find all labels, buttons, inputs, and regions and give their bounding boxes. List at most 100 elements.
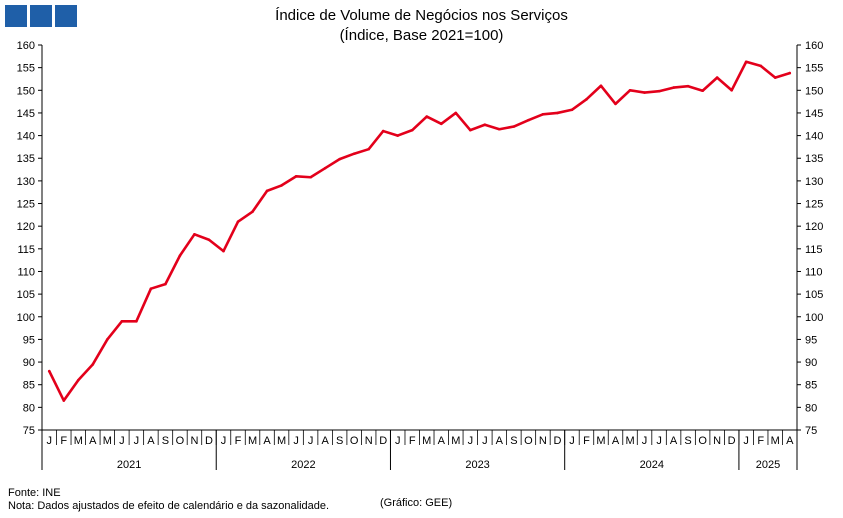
x-year-label: 2023 bbox=[465, 459, 489, 471]
data-point bbox=[527, 118, 530, 122]
x-month-label: S bbox=[684, 435, 691, 447]
x-month-label: F bbox=[60, 435, 67, 447]
data-point bbox=[498, 127, 501, 131]
x-month-label: J bbox=[569, 435, 575, 447]
x-month-label: A bbox=[438, 435, 446, 447]
data-point bbox=[614, 102, 617, 106]
data-point bbox=[381, 129, 385, 133]
data-point bbox=[410, 128, 414, 132]
x-month-label: M bbox=[277, 435, 286, 447]
data-point bbox=[599, 84, 603, 88]
y-tick-label-right: 135 bbox=[805, 153, 823, 165]
data-point bbox=[352, 152, 356, 156]
y-tick-label-left: 115 bbox=[17, 244, 35, 256]
x-month-label: M bbox=[422, 435, 431, 447]
chart-subtitle: (Índice, Base 2021=100) bbox=[339, 27, 504, 44]
x-month-label: J bbox=[743, 435, 749, 447]
y-tick-label-left: 125 bbox=[17, 199, 35, 211]
data-point bbox=[207, 238, 211, 242]
x-month-label: A bbox=[263, 435, 271, 447]
footer-source: Fonte: INE bbox=[8, 487, 61, 499]
data-point bbox=[425, 115, 429, 118]
y-tick-label-right: 105 bbox=[805, 289, 823, 301]
y-tick-label-right: 150 bbox=[805, 85, 823, 97]
x-month-label: J bbox=[119, 435, 125, 447]
x-year-label: 2021 bbox=[117, 459, 141, 471]
x-month-label: M bbox=[74, 435, 83, 447]
y-tick-label-right: 140 bbox=[805, 131, 823, 143]
y-tick-label-right: 160 bbox=[805, 40, 823, 52]
series-line bbox=[47, 60, 792, 402]
data-point bbox=[265, 189, 269, 193]
x-month-label: J bbox=[468, 435, 474, 447]
x-month-label: J bbox=[482, 435, 488, 447]
data-point bbox=[120, 319, 124, 323]
data-point bbox=[585, 98, 588, 101]
x-month-label: J bbox=[221, 435, 227, 447]
x-month-label: A bbox=[786, 435, 794, 447]
data-point bbox=[106, 338, 109, 341]
x-month-label: J bbox=[656, 435, 662, 447]
x-month-label: A bbox=[89, 435, 97, 447]
data-point bbox=[309, 175, 312, 179]
x-month-label: J bbox=[642, 435, 648, 447]
x-month-label: A bbox=[496, 435, 504, 447]
y-tick-label-left: 160 bbox=[17, 40, 35, 52]
y-tick-label-right: 80 bbox=[805, 402, 817, 414]
data-point bbox=[759, 64, 763, 68]
x-month-label: J bbox=[134, 435, 140, 447]
x-month-label: O bbox=[350, 435, 359, 447]
x-month-label: O bbox=[524, 435, 533, 447]
x-month-label: A bbox=[321, 435, 329, 447]
y-tick-label-left: 135 bbox=[17, 153, 35, 165]
x-month-label: O bbox=[176, 435, 185, 447]
x-month-label: D bbox=[728, 435, 736, 447]
x-month-label: J bbox=[395, 435, 401, 447]
data-point bbox=[715, 76, 719, 79]
data-point bbox=[628, 88, 632, 92]
data-point bbox=[744, 60, 748, 64]
x-month-label: O bbox=[698, 435, 707, 447]
x-month-label: F bbox=[235, 435, 242, 447]
x-year-label: 2022 bbox=[291, 459, 315, 471]
chart-title: Índice de Volume de Negócios nos Serviço… bbox=[275, 7, 568, 24]
x-month-label: F bbox=[409, 435, 416, 447]
data-point bbox=[323, 166, 327, 170]
x-month-label: A bbox=[670, 435, 678, 447]
y-tick-label-left: 150 bbox=[17, 85, 35, 97]
x-month-label: N bbox=[539, 435, 547, 447]
data-point bbox=[454, 111, 458, 115]
data-point bbox=[91, 363, 95, 366]
x-month-label: M bbox=[771, 435, 780, 447]
x-month-label: S bbox=[336, 435, 343, 447]
x-month-label: D bbox=[205, 435, 213, 447]
x-month-label: M bbox=[103, 435, 112, 447]
y-tick-label-left: 85 bbox=[23, 380, 35, 392]
y-tick-label-left: 145 bbox=[17, 108, 35, 120]
y-tick-label-left: 100 bbox=[17, 312, 35, 324]
data-point bbox=[62, 399, 66, 402]
x-month-label: J bbox=[47, 435, 53, 447]
y-tick-label-right: 145 bbox=[805, 108, 823, 120]
footer-credit: (Gráfico: GEE) bbox=[380, 497, 453, 509]
y-tick-label-left: 120 bbox=[17, 221, 35, 233]
data-point bbox=[149, 287, 153, 290]
data-point bbox=[701, 89, 704, 93]
y-tick-label-left: 110 bbox=[17, 266, 35, 278]
y-tick-label-right: 90 bbox=[805, 357, 817, 369]
y-tick-label-left: 80 bbox=[23, 402, 35, 414]
data-point bbox=[47, 369, 51, 373]
data-point bbox=[469, 128, 472, 132]
x-year-label: 2024 bbox=[640, 459, 664, 471]
x-month-label: F bbox=[583, 435, 590, 447]
y-tick-label-left: 90 bbox=[23, 357, 35, 369]
data-point bbox=[570, 108, 574, 112]
y-tick-label-right: 130 bbox=[805, 176, 823, 188]
x-month-label: M bbox=[248, 435, 257, 447]
data-point bbox=[76, 378, 80, 382]
y-tick-label-left: 155 bbox=[17, 63, 35, 75]
x-month-label: M bbox=[625, 435, 634, 447]
y-tick-label-right: 75 bbox=[805, 425, 817, 437]
y-tick-label-right: 120 bbox=[805, 221, 823, 233]
